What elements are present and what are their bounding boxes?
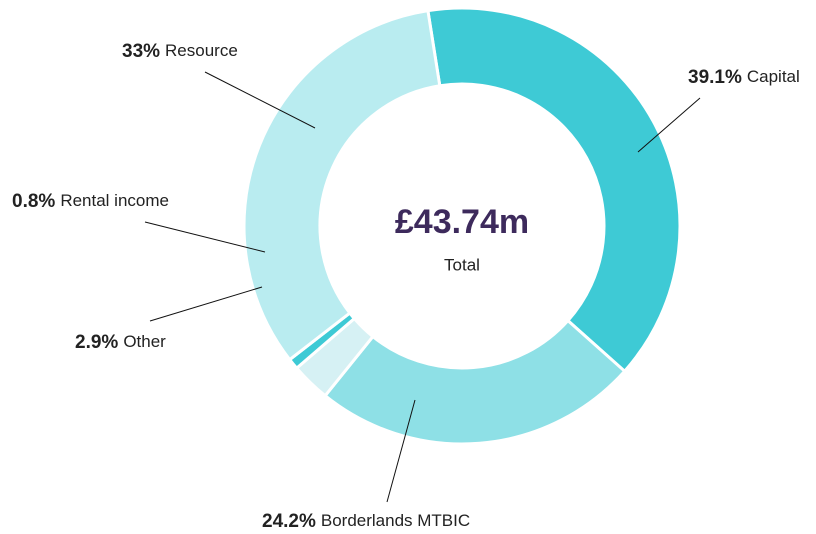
slice-label: 39.1% Capital xyxy=(688,67,800,88)
slice-percent: 2.9% xyxy=(75,332,118,353)
slice-label: 2.9% Other xyxy=(75,332,166,353)
donut-slice xyxy=(426,6,682,374)
slice-percent: 39.1% xyxy=(688,67,742,88)
labels: 39.1% Capital 24.2% Borderlands MTBIC 2.9% Ot… xyxy=(12,41,800,532)
slice-name: Borderlands MTBIC xyxy=(321,511,470,530)
leader-line xyxy=(204,71,316,129)
donut-slice xyxy=(323,318,627,446)
leader-line xyxy=(144,221,266,253)
donut-slice xyxy=(242,8,442,362)
slice-label: 24.2% Borderlands MTBIC xyxy=(262,511,470,532)
center-caption: Total xyxy=(444,255,480,274)
slice-percent: 33% xyxy=(122,41,160,62)
slice-percent: 24.2% xyxy=(262,511,316,532)
slice-name: Rental income xyxy=(60,191,169,210)
slice-label: 33% Resource xyxy=(122,41,238,62)
slice-percent: 0.8% xyxy=(12,191,55,212)
slice-name: Resource xyxy=(165,41,238,60)
slice-name: Capital xyxy=(747,67,800,86)
slices xyxy=(242,6,682,446)
leader-line xyxy=(386,399,416,503)
leader-line xyxy=(637,97,701,153)
center-total: £43.74m xyxy=(395,203,529,241)
slice-label: 0.8% Rental income xyxy=(12,191,169,212)
slice-name: Other xyxy=(123,332,166,351)
leader-line xyxy=(149,286,263,322)
